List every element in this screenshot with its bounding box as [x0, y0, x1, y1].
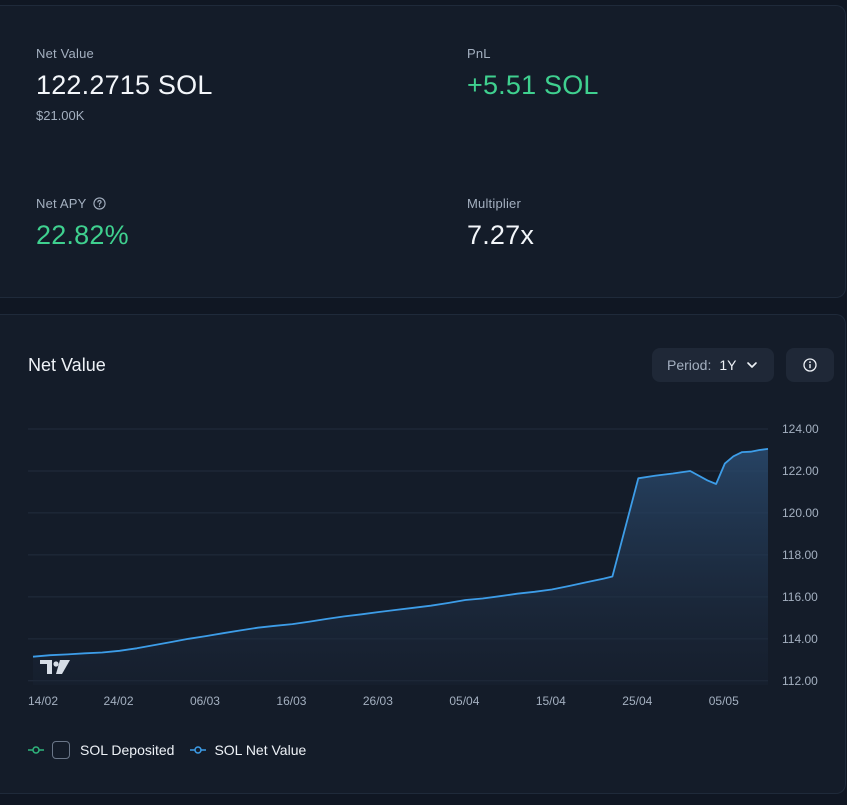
info-icon — [803, 358, 817, 372]
net-apy-label: Net APY — [36, 196, 87, 211]
net-value-label: Net Value — [36, 46, 94, 61]
legend-label-sol-net-value: SOL Net Value — [214, 742, 307, 758]
net-value-area — [33, 448, 768, 685]
chart-title: Net Value — [28, 355, 106, 375]
blue-line-marker-icon — [190, 746, 207, 754]
stats-card: Net Value 122.2715 SOL $21.00K PnL +5.51… — [0, 5, 846, 298]
info-button[interactable] — [786, 348, 834, 382]
multiplier-stat: Multiplier 7.27x — [467, 196, 534, 251]
pnl-label: PnL — [467, 46, 491, 61]
x-tick-label: 25/04 — [622, 694, 652, 708]
x-tick-label: 05/04 — [449, 694, 479, 708]
tradingview-logo — [40, 660, 70, 674]
question-icon[interactable] — [92, 197, 106, 210]
net-value-stat: Net Value 122.2715 SOL $21.00K — [36, 46, 213, 123]
period-value: 1Y — [719, 357, 737, 373]
x-tick-label: 06/03 — [190, 694, 220, 708]
x-tick-label: 16/03 — [276, 694, 306, 708]
period-label: Period: — [667, 357, 712, 373]
net-apy-stat: Net APY 22.82% — [36, 196, 129, 251]
green-line-marker-icon — [28, 746, 44, 754]
net-apy-label-row: Net APY — [36, 196, 129, 211]
y-tick-label: 118.00 — [782, 548, 818, 562]
chart-legend: SOL Deposited SOL Net Value — [28, 741, 322, 759]
y-tick-label: 120.00 — [782, 506, 819, 520]
net-value-amount: 122.2715 SOL — [36, 70, 213, 100]
chart-card: Net Value Period: 1Y 124.00 122.00 120.00 1… — [0, 314, 846, 794]
y-tick-label: 122.00 — [782, 464, 819, 478]
legend-checkbox[interactable] — [52, 741, 70, 759]
y-tick-label: 112.00 — [782, 674, 818, 688]
net-value-usd: $21.00K — [36, 108, 85, 123]
y-tick-label: 116.00 — [782, 590, 818, 604]
x-tick-label: 05/05 — [709, 694, 739, 708]
pnl-stat: PnL +5.51 SOL — [467, 46, 599, 101]
net-value-line[interactable] — [32, 448, 769, 658]
x-tick-label: 26/03 — [363, 694, 393, 708]
multiplier-amount: 7.27x — [467, 220, 535, 250]
x-tick-label: 24/02 — [103, 694, 133, 708]
net-apy-amount: 22.82% — [36, 220, 129, 250]
x-tick-label: 15/04 — [536, 694, 566, 708]
net-value-chart: 124.00 122.00 120.00 118.00 116.00 114.00 112.… — [28, 422, 819, 708]
legend-item-sol-deposited[interactable]: SOL Deposited — [28, 741, 174, 759]
x-tick-label: 14/02 — [28, 694, 58, 708]
legend-label-sol-deposited: SOL Deposited — [80, 742, 175, 758]
chevron-down-icon — [747, 362, 758, 368]
y-tick-label: 114.00 — [782, 632, 818, 646]
legend-item-sol-net-value[interactable]: SOL Net Value — [190, 742, 306, 758]
multiplier-label: Multiplier — [467, 196, 522, 211]
period-dropdown[interactable]: Period: 1Y — [652, 348, 774, 382]
pnl-amount: +5.51 SOL — [467, 70, 599, 100]
y-tick-label: 124.00 — [782, 422, 819, 436]
